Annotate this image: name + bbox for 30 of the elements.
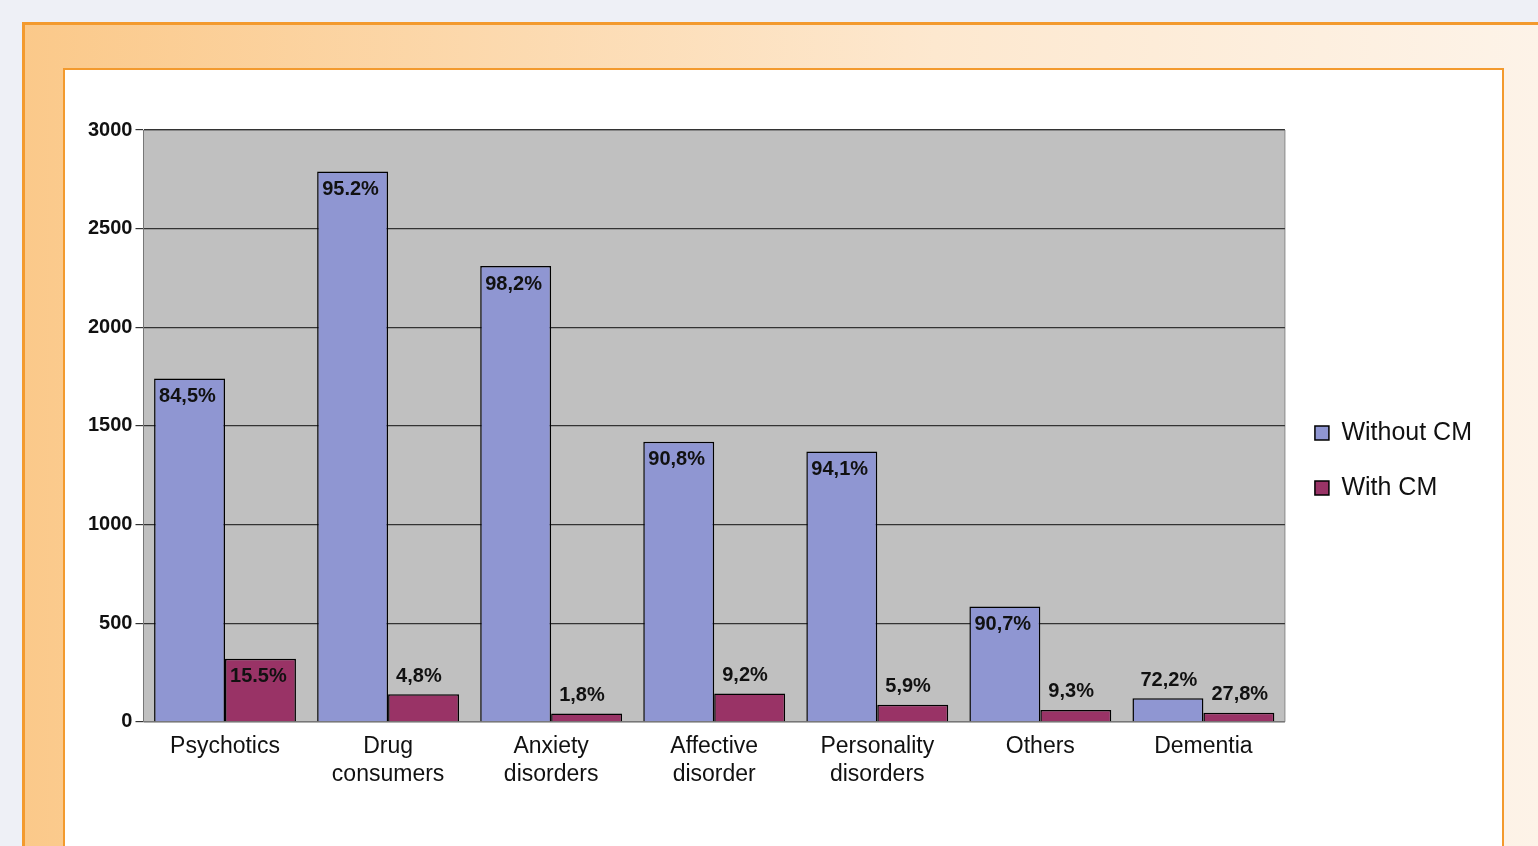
y-tick-label: 1000	[87, 512, 133, 535]
annotation: 1,8%	[559, 683, 605, 706]
x-tick-label: Personality disorders	[820, 731, 935, 786]
annotation: 15.5%	[230, 664, 287, 687]
legend-label: Without CM	[1341, 416, 1473, 445]
annotation: 9,3%	[1048, 679, 1095, 702]
annotation: 5,9%	[885, 674, 932, 697]
y-tick-label: 0	[121, 709, 133, 732]
annotation: 72,2%	[1140, 667, 1198, 690]
annotation: 95.2%	[322, 176, 380, 199]
x-tick-label: Anxiety disorders	[503, 731, 599, 786]
y-tick-label: 1500	[87, 413, 133, 436]
x-tick-label: Others	[1005, 731, 1075, 758]
annotation: 90,8%	[648, 447, 706, 470]
annotation: 84,5%	[159, 384, 217, 407]
x-tick-label: Dementia	[1154, 731, 1253, 758]
x-tick-label: Drug consumers	[331, 731, 445, 786]
legend-label: With CM	[1341, 471, 1438, 500]
x-tick-label: Affective disorder	[670, 731, 759, 786]
annotation: 4,8%	[396, 663, 442, 686]
y-tick-label: 2500	[87, 216, 133, 239]
y-tick-label: 2000	[87, 314, 133, 337]
annotation: 98,2%	[485, 271, 543, 294]
y-tick-label: 3000	[87, 117, 133, 140]
annotation: 9,2%	[722, 662, 769, 685]
annotation: 90,7%	[974, 611, 1032, 634]
annotation: 27,8%	[1211, 682, 1269, 705]
y-tick-label: 500	[99, 610, 133, 633]
x-tick-label: Psychotics	[170, 731, 280, 758]
annotation: 94,1%	[811, 457, 869, 480]
